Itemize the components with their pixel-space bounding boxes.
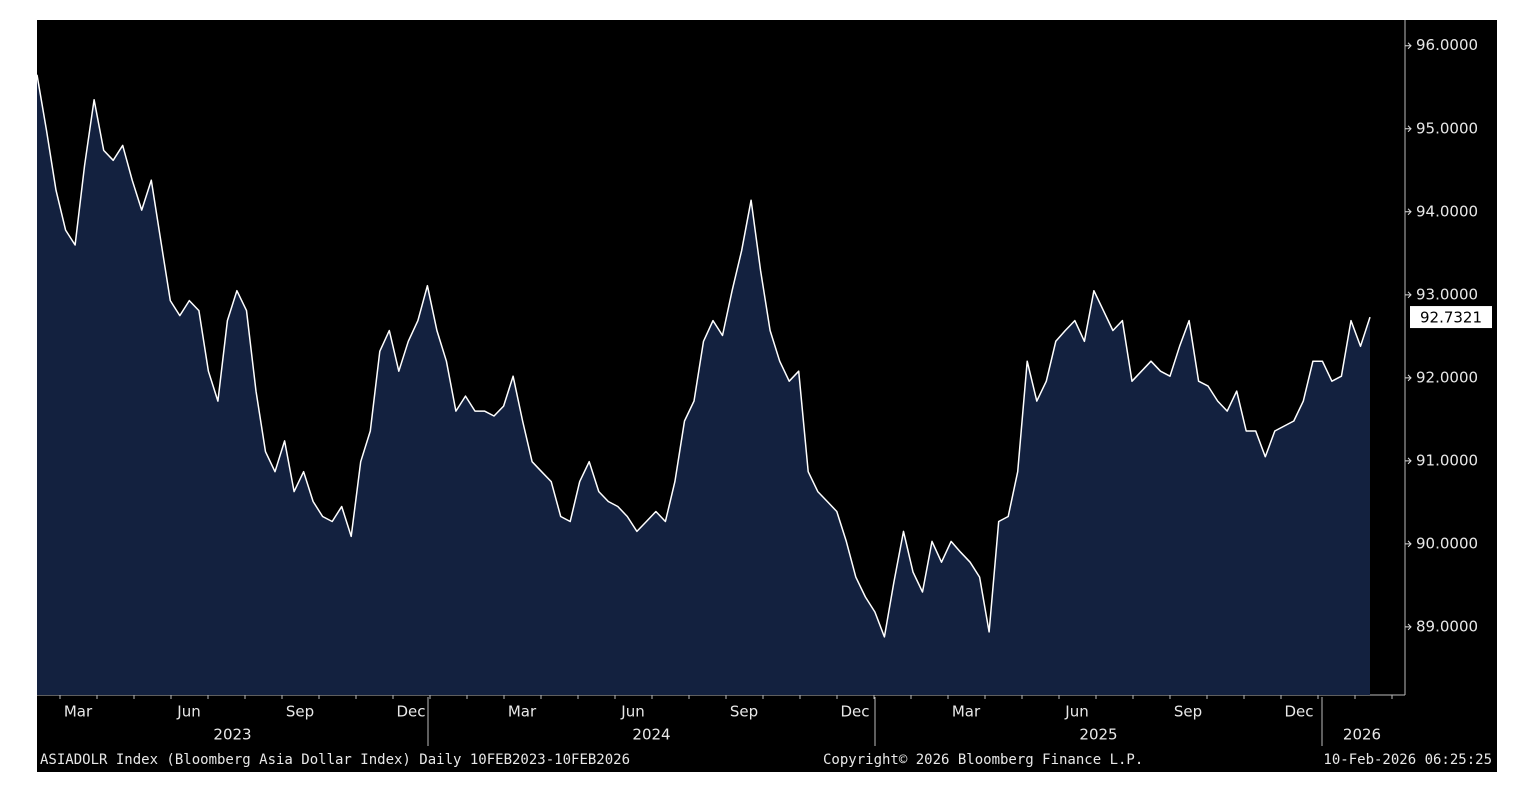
x-month-label: Sep [286, 703, 314, 721]
x-month-label: Sep [1174, 703, 1202, 721]
y-tick [1405, 125, 1412, 133]
x-month-label: Mar [64, 703, 93, 721]
footer-title: ASIADOLR Index (Bloomberg Asia Dollar In… [40, 752, 630, 768]
x-year-label: 2023 [213, 726, 251, 744]
y-tick-label: 94.0000 [1416, 202, 1478, 220]
y-tick [1405, 42, 1412, 50]
y-tick [1405, 208, 1412, 216]
last-value-box [1410, 306, 1492, 329]
y-tick [1405, 457, 1412, 465]
timestamp: 10-Feb-2026 06:25:25 [1323, 752, 1492, 768]
y-tick-label: 89.0000 [1416, 617, 1478, 635]
line [36, 74, 1371, 638]
y-tick-label: 90.0000 [1416, 534, 1478, 552]
copyright: Copyright© 2026 Bloomberg Finance L.P. [823, 752, 1143, 768]
y-tick [1405, 540, 1412, 548]
area-fill [37, 74, 1370, 696]
x-month-label: Jun [620, 703, 644, 721]
last-value-label: 92.7321 [1420, 309, 1482, 327]
x-month-label: Jun [176, 703, 200, 721]
x-month-label: Dec [396, 703, 425, 721]
x-year-label: 2026 [1343, 726, 1381, 744]
y-tick-label: 91.0000 [1416, 451, 1478, 469]
x-month-label: Dec [1284, 703, 1313, 721]
x-month-label: Sep [730, 703, 758, 721]
x-month-label: Mar [508, 703, 537, 721]
x-month-label: Mar [952, 703, 981, 721]
x-year-label: 2025 [1079, 726, 1117, 744]
y-tick-label: 93.0000 [1416, 285, 1478, 303]
y-tick [1405, 291, 1412, 299]
y-tick-label: 96.0000 [1416, 36, 1478, 54]
y-tick-label: 92.0000 [1416, 368, 1478, 386]
x-year-label: 2024 [632, 726, 670, 744]
x-month-label: Jun [1064, 703, 1088, 721]
y-tick-label: 95.0000 [1416, 119, 1478, 137]
y-tick [1405, 623, 1412, 631]
y-tick [1405, 374, 1412, 382]
x-month-label: Dec [840, 703, 869, 721]
